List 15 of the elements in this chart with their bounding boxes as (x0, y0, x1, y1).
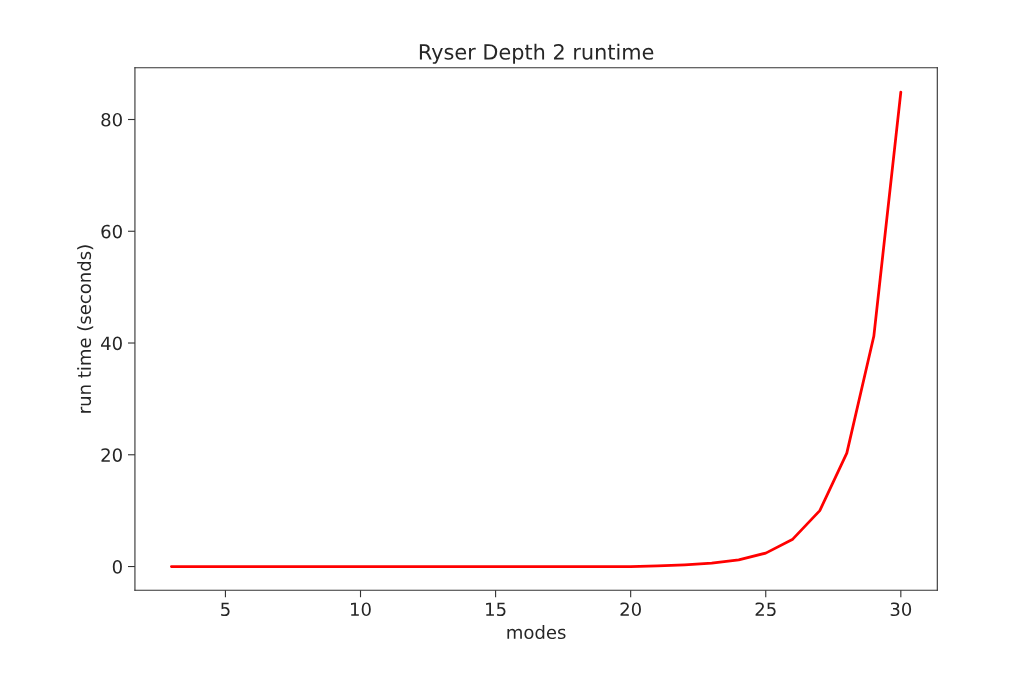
x-tick-label: 25 (755, 602, 776, 617)
y-tick-label: 60 (101, 224, 122, 239)
x-tick-label: 10 (351, 602, 371, 617)
y-tick-label: 0 (112, 559, 122, 574)
y-axis-title: run time (seconds) (77, 245, 94, 413)
x-tick-label: 15 (486, 602, 506, 617)
x-tick-label: 5 (221, 602, 230, 617)
y-tick-label: 80 (101, 112, 122, 127)
x-axis-title: modes (507, 625, 566, 640)
y-tick-label: 20 (101, 448, 122, 462)
y-tick-label: 40 (101, 336, 122, 351)
x-tick-label: 30 (890, 602, 912, 617)
chart-title: Ryser Depth 2 runtime (419, 43, 654, 64)
line-series (170, 90, 903, 568)
x-tick-label: 20 (620, 602, 641, 617)
